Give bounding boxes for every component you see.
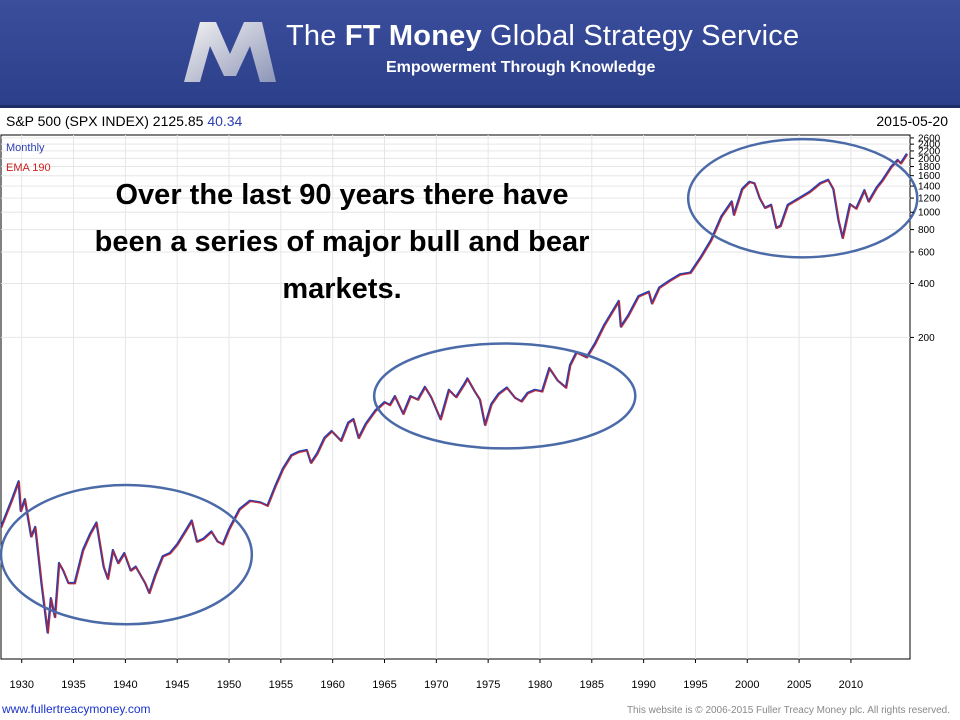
y-tick-label: 600	[918, 247, 935, 258]
brand-tagline: Empowerment Through Knowledge	[386, 59, 656, 76]
chart-symbol: S&P 500 (SPX INDEX) 2125.85 40.34	[6, 113, 242, 129]
brand-logo	[184, 22, 276, 82]
highlight-ellipse	[372, 342, 637, 450]
header-border	[0, 105, 960, 108]
x-tick-label: 1930	[9, 679, 33, 691]
x-tick-label: 2005	[787, 679, 811, 691]
brand-title-suffix: Global Strategy Service	[481, 20, 800, 52]
y-tick-label: 800	[918, 225, 935, 236]
x-tick-label: 1980	[528, 679, 552, 691]
x-tick-label: 1990	[631, 679, 655, 691]
chart-date: 2015-05-20	[876, 113, 948, 129]
x-tick-label: 1950	[217, 679, 241, 691]
y-tick-label: 1400	[918, 182, 941, 193]
series-line-ema	[1, 154, 909, 634]
footer-url-link[interactable]: www.fullertreacymoney.com	[2, 702, 151, 716]
x-tick-label: 1995	[683, 679, 707, 691]
legend-monthly: Monthly	[6, 142, 45, 154]
x-tick-label: 1960	[320, 679, 344, 691]
y-tick-label: 400	[918, 279, 935, 290]
series	[0, 153, 909, 634]
header-banner: The FT Money Global Strategy Service Emp…	[0, 0, 960, 105]
y-tick-label: 2200	[918, 146, 941, 157]
highlight-ellipses	[0, 137, 919, 626]
x-tick-label: 1945	[165, 679, 189, 691]
y-tick-label: 200	[918, 333, 935, 344]
annotation-line-1: Over the last 90 years there have	[116, 179, 569, 211]
x-tick-label: 1985	[580, 679, 604, 691]
brand-title-prefix: The	[286, 20, 345, 52]
x-tick-label: 1955	[269, 679, 293, 691]
price-chart: Monthly EMA 190 Over the last 90 years t…	[0, 134, 941, 691]
x-tick-label: 1940	[113, 679, 137, 691]
highlight-ellipse	[686, 137, 919, 259]
chart-legend: Monthly EMA 190	[6, 142, 51, 174]
x-tick-label: 1975	[476, 679, 500, 691]
x-tick-label: 1965	[372, 679, 396, 691]
y-tick-label: 2000	[918, 154, 941, 165]
y-tick-label: 2600	[918, 134, 941, 144]
y-axis: 200 400 600 800 1000 120014001600180020002200…	[910, 134, 941, 344]
y-tick-label: 2400	[918, 140, 941, 151]
y-tick-label: 1600	[918, 171, 941, 182]
x-axis: 1930 1935 1940 1945 1950 1955 1960 1965 1970 1975…	[9, 659, 863, 691]
y-tick-label: 1200	[918, 194, 941, 205]
chart-change: 40.34	[207, 113, 243, 129]
brand-title-bold: FT Money	[344, 20, 482, 52]
brand-title: The FT Money Global Strategy Service	[286, 20, 799, 53]
chart-header: S&P 500 (SPX INDEX) 2125.85 40.34 2015-0…	[0, 108, 960, 134]
legend-ema: EMA 190	[6, 162, 51, 174]
annotation-line-2: been a series of major bull and bear	[95, 226, 590, 258]
highlight-ellipse	[0, 483, 254, 626]
annotation-line-3: markets.	[282, 273, 401, 305]
x-tick-label: 1935	[61, 679, 85, 691]
annotation-text: Over the last 90 years there have been a…	[95, 179, 590, 305]
y-tick-label: 1800	[918, 162, 941, 173]
x-tick-label: 2010	[839, 679, 863, 691]
x-tick-label: 1970	[424, 679, 448, 691]
y-tick-label: 1000	[918, 208, 941, 219]
footer-copyright: This website is © 2006-2015 Fuller Treac…	[626, 705, 950, 716]
chart-symbol-price: S&P 500 (SPX INDEX) 2125.85	[6, 113, 204, 129]
x-tick-label: 2000	[735, 679, 759, 691]
